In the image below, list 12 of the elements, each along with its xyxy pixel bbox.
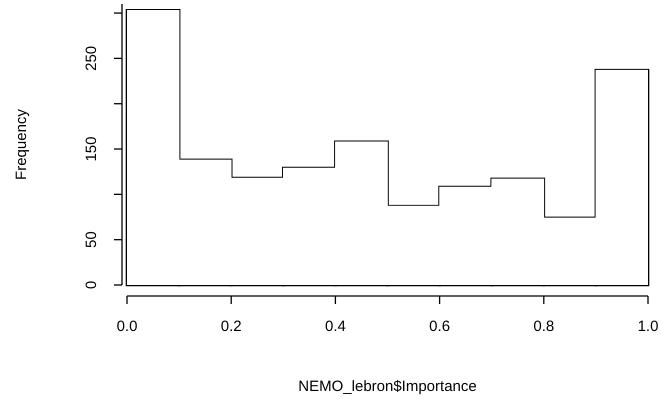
x-tick-label: 0.8 (533, 318, 554, 336)
x-tick-label: 0.2 (220, 318, 242, 336)
x-axis-title: NEMO_lebron$Importance (298, 378, 477, 396)
x-tick-label: 0.6 (429, 318, 450, 336)
y-tick-label: 50 (83, 231, 100, 248)
x-tick-label: 0.0 (116, 318, 138, 336)
y-tick-label: 250 (83, 46, 100, 71)
y-axis-title: Frequency (13, 108, 30, 180)
y-tick-label: 0 (83, 280, 100, 290)
y-tick-label: 150 (83, 136, 100, 162)
x-tick-label: 0.4 (324, 318, 346, 336)
x-tick-label: 1.0 (638, 318, 658, 336)
